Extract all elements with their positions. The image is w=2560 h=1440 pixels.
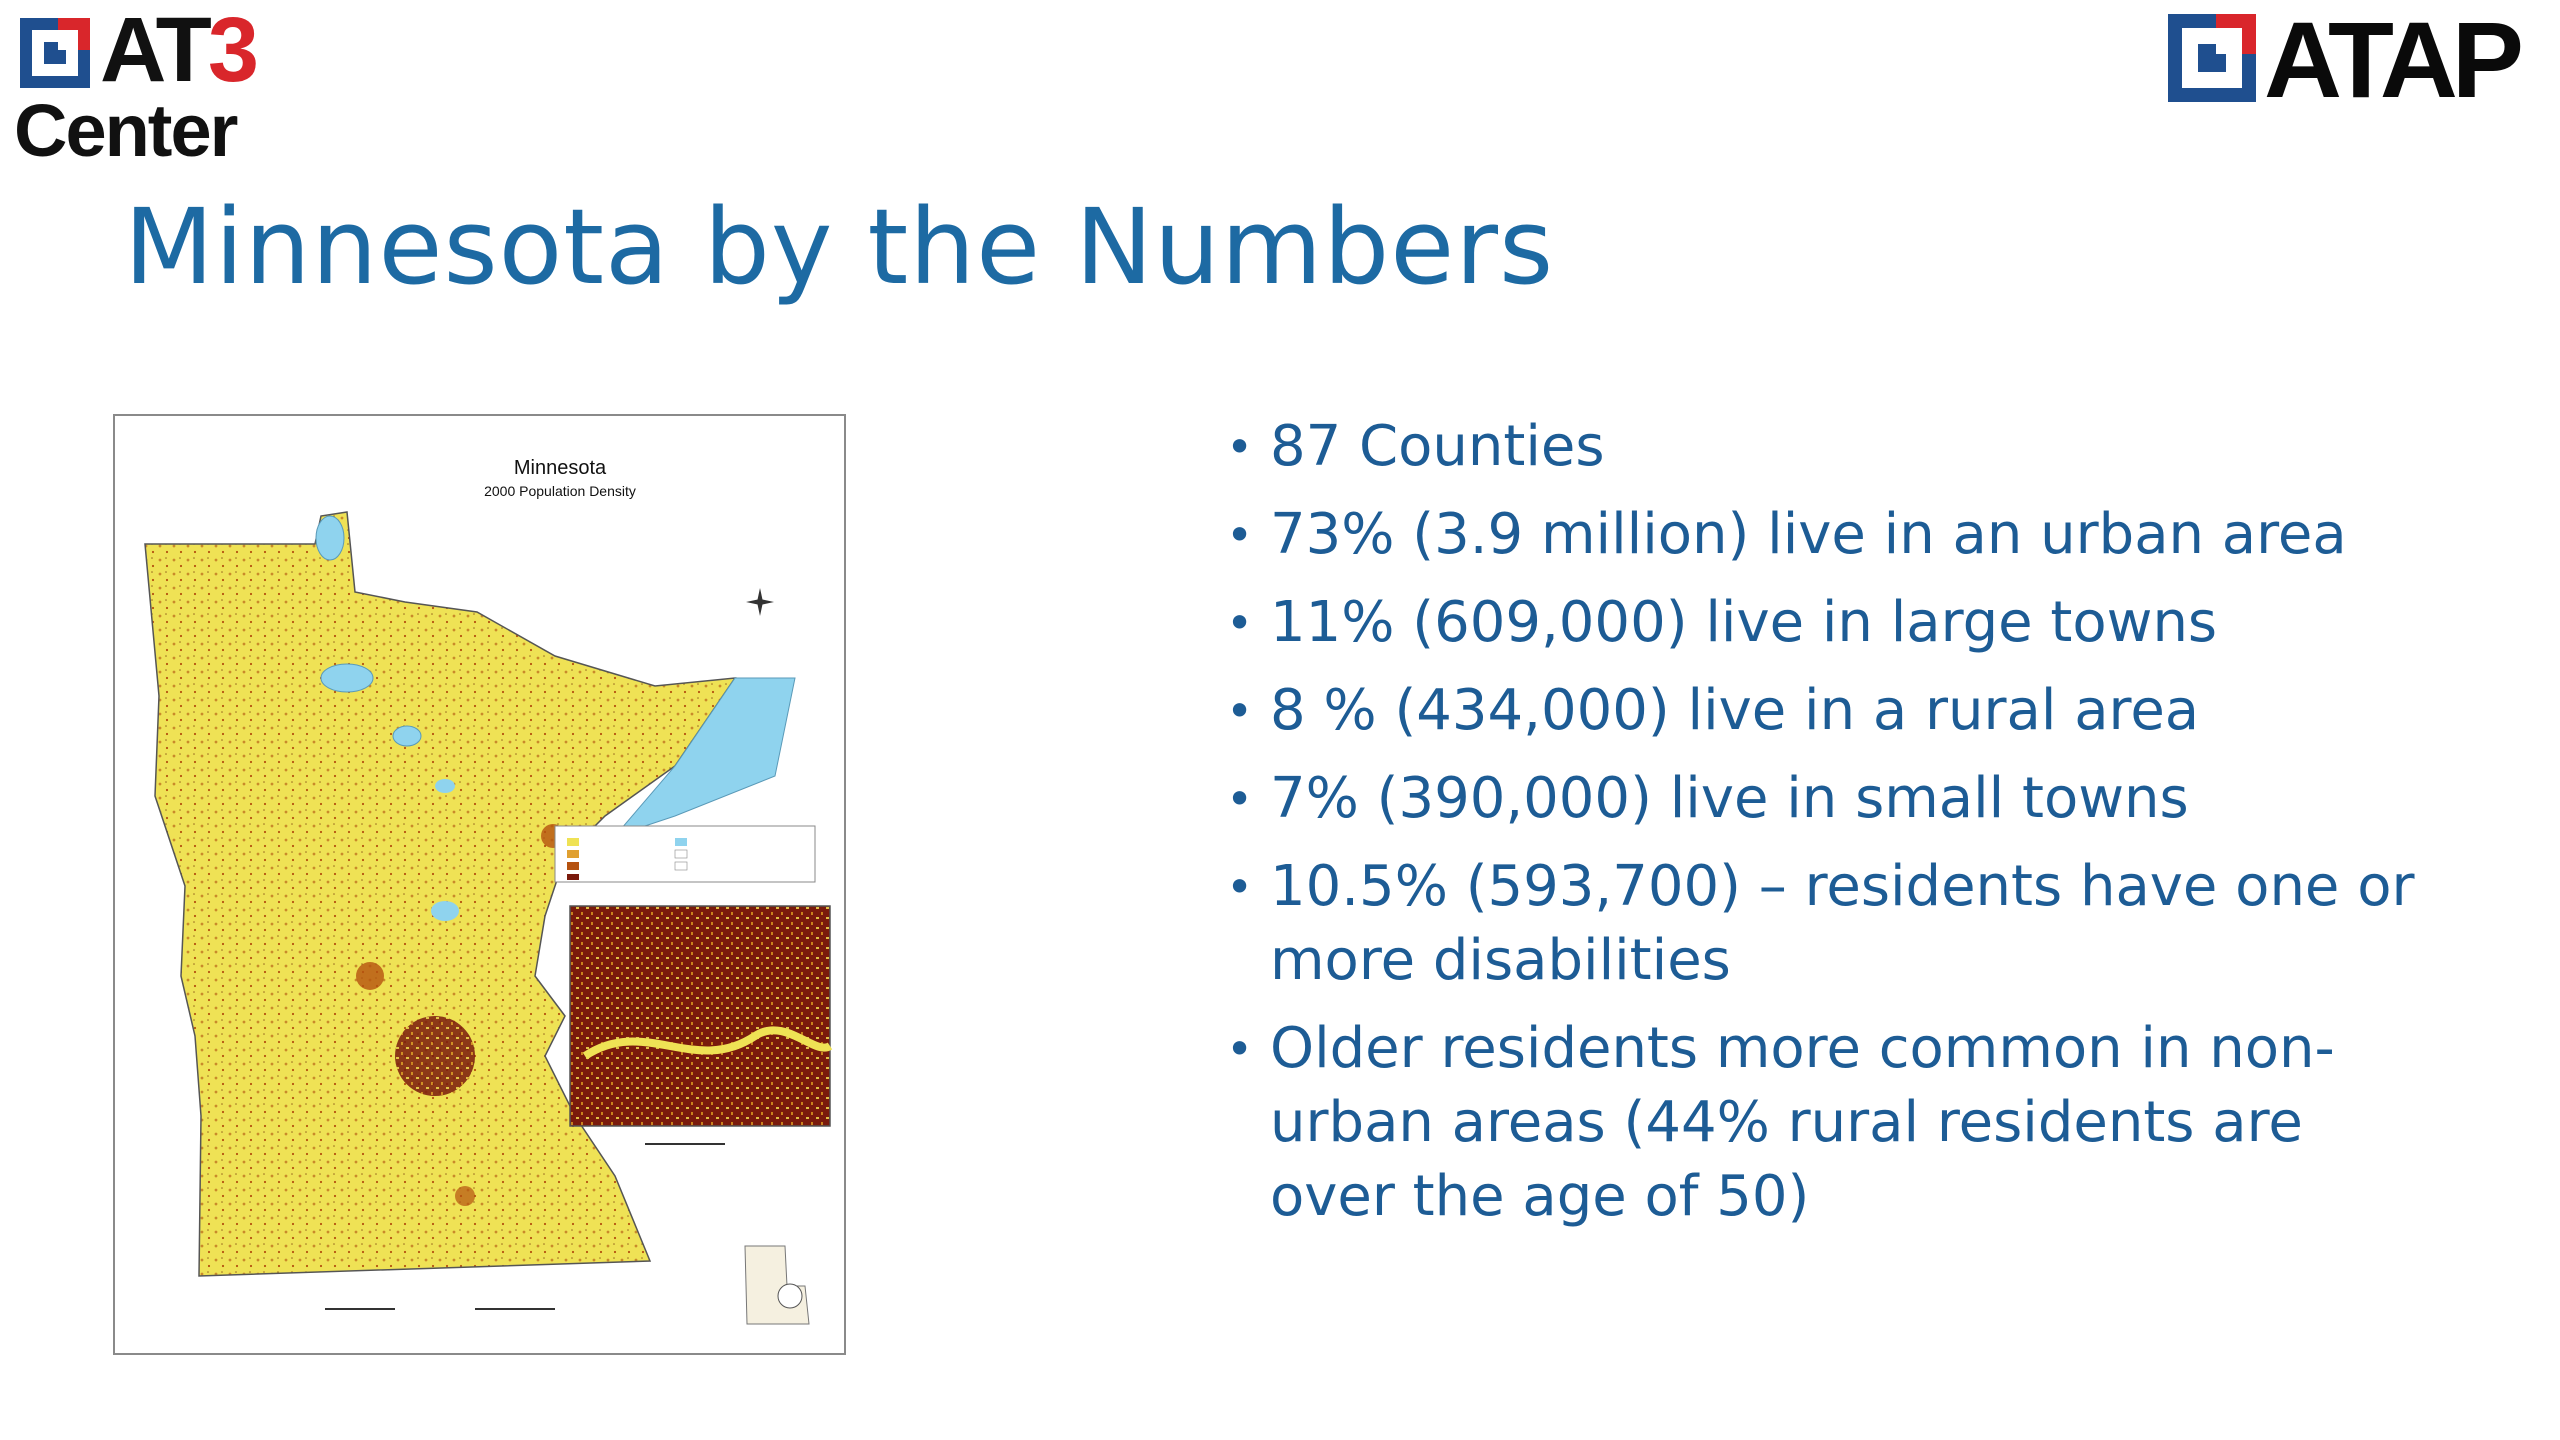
bullet-item: • 10.5% (593,700) – residents have one or…	[1226, 854, 2415, 993]
stats-bullet-list: • 87 Counties • 73% (3.9 million) live in …	[1224, 410, 2444, 1248]
center-logo-text: Center	[14, 89, 238, 172]
atap-logo: ATAP	[2168, 6, 2560, 114]
rochester-cluster	[455, 1186, 475, 1206]
atap-square-logo-icon	[2168, 14, 2256, 102]
at3-square-logo-icon	[20, 18, 90, 88]
leech-lake	[435, 779, 455, 793]
bullet-item: • 8 % (434,000) live in a rural area	[1226, 678, 2200, 743]
metro-inset-map	[569, 905, 831, 1127]
bullet-item: • 73% (3.9 million) live in an urban area	[1226, 502, 2347, 567]
population-density-map: Minnesota 2000 Population Density	[113, 414, 846, 1355]
at3-center-logo: AT3 Center	[14, 4, 284, 168]
map-subheading: 2000 Population Density	[484, 483, 636, 499]
metro-area-cluster	[395, 1016, 475, 1096]
slide-title: Minnesota by the Numbers	[124, 186, 1555, 308]
locator-seal-icon	[744, 1245, 810, 1325]
lake-superior	[613, 677, 796, 838]
at3-logo-text: AT3	[100, 0, 259, 101]
mille-lacs	[431, 901, 459, 921]
map-legend	[554, 825, 816, 883]
st-cloud-cluster	[356, 962, 384, 990]
lake-of-the-woods	[315, 515, 345, 561]
bullet-item: • 11% (609,000) live in large towns	[1226, 590, 2218, 655]
atap-logo-text: ATAP	[2264, 0, 2524, 120]
lake-winnibigoshish	[392, 725, 422, 747]
minnesota-state-shape	[144, 511, 737, 1277]
red-lake	[320, 663, 374, 693]
bullet-item: • 87 Counties	[1226, 414, 1605, 479]
compass-rose-icon	[746, 588, 774, 616]
bullet-item: • 7% (390,000) live in small towns	[1226, 766, 2189, 831]
map-heading: Minnesota	[514, 457, 607, 479]
bullet-item: • Older residents more common in non-urba…	[1226, 1016, 2335, 1229]
minnesota-map-graphic: Minnesota 2000 Population Density	[144, 457, 833, 1325]
river-inset	[582, 1026, 833, 1060]
